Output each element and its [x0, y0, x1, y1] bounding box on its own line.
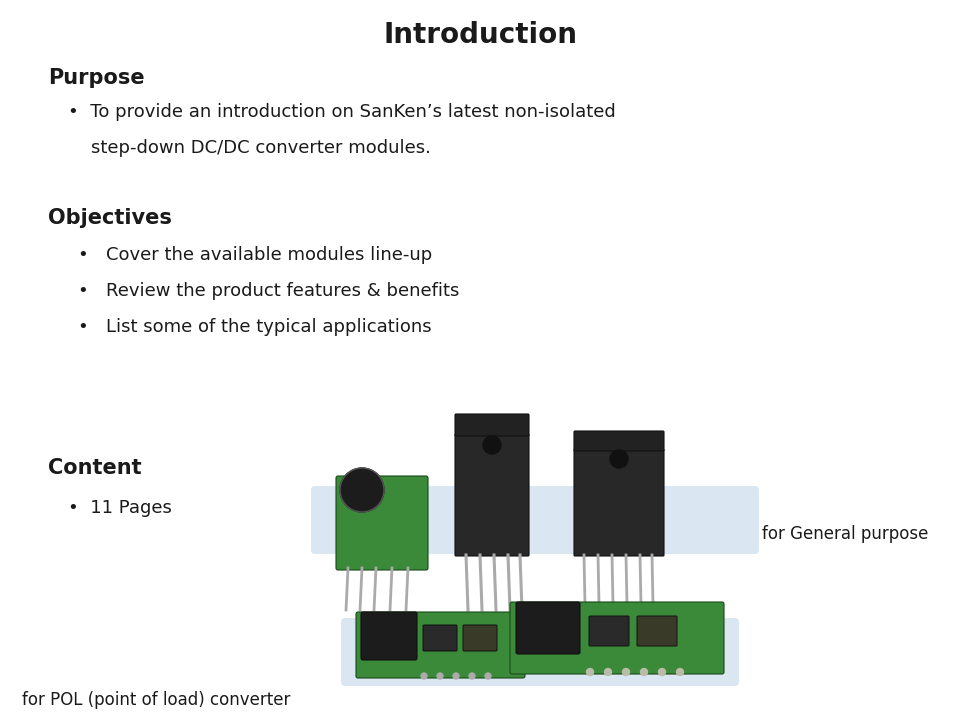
FancyBboxPatch shape	[574, 431, 664, 451]
Circle shape	[605, 668, 612, 675]
Text: Purpose: Purpose	[48, 68, 145, 88]
Text: for POL (point of load) converter: for POL (point of load) converter	[22, 691, 290, 709]
Text: •   Review the product features & benefits: • Review the product features & benefits	[78, 282, 460, 300]
Circle shape	[421, 673, 427, 679]
Circle shape	[453, 673, 459, 679]
Text: •   List some of the typical applications: • List some of the typical applications	[78, 318, 432, 336]
Circle shape	[640, 668, 647, 675]
Circle shape	[622, 668, 630, 675]
Text: •   Cover the available modules line-up: • Cover the available modules line-up	[78, 246, 432, 264]
FancyBboxPatch shape	[356, 612, 525, 678]
FancyBboxPatch shape	[574, 449, 664, 556]
Text: Introduction: Introduction	[383, 21, 577, 49]
FancyBboxPatch shape	[336, 476, 428, 570]
Circle shape	[340, 468, 384, 512]
FancyBboxPatch shape	[637, 616, 677, 646]
FancyBboxPatch shape	[361, 612, 417, 660]
FancyBboxPatch shape	[423, 625, 457, 651]
Circle shape	[469, 673, 475, 679]
FancyBboxPatch shape	[589, 616, 629, 646]
Circle shape	[483, 436, 501, 454]
FancyBboxPatch shape	[455, 414, 529, 436]
FancyBboxPatch shape	[510, 602, 724, 674]
FancyBboxPatch shape	[516, 602, 580, 654]
Text: Content: Content	[48, 458, 142, 478]
Circle shape	[610, 450, 628, 468]
Circle shape	[485, 673, 491, 679]
Circle shape	[587, 668, 593, 675]
Circle shape	[677, 668, 684, 675]
FancyBboxPatch shape	[311, 486, 759, 554]
Text: Objectives: Objectives	[48, 208, 172, 228]
Text: for General purpose: for General purpose	[762, 525, 928, 543]
Circle shape	[659, 668, 665, 675]
Text: •  To provide an introduction on SanKen’s latest non-isolated: • To provide an introduction on SanKen’s…	[68, 103, 615, 121]
Text: •  11 Pages: • 11 Pages	[68, 499, 172, 517]
Text: step-down DC/DC converter modules.: step-down DC/DC converter modules.	[68, 139, 431, 157]
FancyBboxPatch shape	[455, 434, 529, 556]
FancyBboxPatch shape	[341, 618, 739, 686]
Circle shape	[437, 673, 443, 679]
FancyBboxPatch shape	[463, 625, 497, 651]
